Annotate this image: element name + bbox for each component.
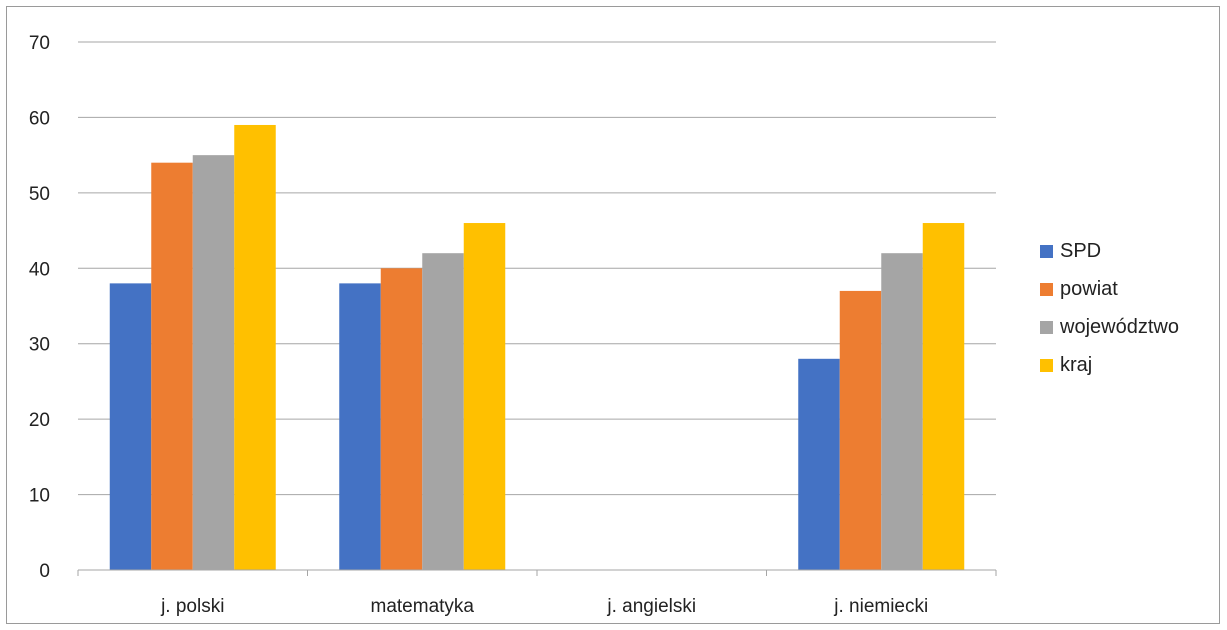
x-tick-label: j. polski — [160, 596, 224, 617]
legend-label: kraj — [1060, 354, 1092, 376]
y-tick-label: 0 — [39, 561, 50, 582]
y-tick-label: 70 — [29, 33, 50, 54]
x-axis — [77, 569, 997, 576]
bar — [151, 162, 193, 570]
x-axis-tick-labels: j. polski matematyka j. angielski j. niemie… — [160, 596, 928, 617]
y-axis-tick-labels: 0 10 20 30 40 50 60 70 — [29, 33, 50, 582]
legend-swatch — [1040, 245, 1053, 258]
legend-swatch — [1040, 321, 1053, 334]
bars — [109, 124, 965, 570]
bar — [380, 268, 423, 570]
bar — [109, 283, 152, 570]
bar — [881, 253, 923, 570]
bar — [798, 358, 840, 570]
x-tick-label: j. niemiecki — [833, 596, 928, 617]
legend-label: województwo — [1059, 316, 1179, 338]
y-tick-label: 60 — [29, 108, 50, 129]
bar — [922, 223, 965, 570]
legend-label: SPD — [1060, 240, 1101, 262]
legend: SPD powiat województwo kraj — [1040, 240, 1179, 376]
y-tick-label: 50 — [29, 184, 50, 205]
bar — [234, 124, 276, 570]
bar — [192, 155, 235, 570]
y-tick-label: 40 — [29, 259, 50, 280]
y-tick-label: 20 — [29, 410, 50, 431]
y-tick-label: 10 — [29, 486, 50, 507]
y-tick-label: 30 — [29, 335, 50, 356]
bar — [463, 223, 506, 570]
bar — [839, 290, 882, 570]
legend-swatch — [1040, 283, 1053, 296]
legend-label: powiat — [1060, 278, 1118, 300]
bar — [422, 253, 464, 570]
bar — [339, 283, 381, 570]
x-tick-label: matematyka — [371, 596, 475, 617]
x-tick-label: j. angielski — [606, 596, 696, 617]
legend-swatch — [1040, 359, 1053, 372]
